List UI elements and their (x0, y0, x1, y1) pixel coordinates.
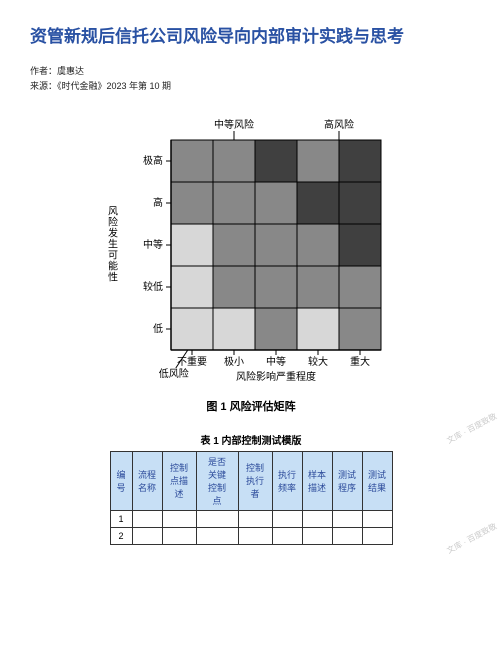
matrix-cell (213, 266, 255, 308)
table-cell (162, 510, 196, 527)
y-tick-label: 高 (153, 196, 163, 209)
high-risk-label: 高风险 (324, 118, 354, 131)
figure-caption: 图 1 风险评估矩阵 (206, 398, 295, 414)
table-header: 控制执行者 (238, 451, 272, 510)
matrix-cell (297, 182, 339, 224)
matrix-cell (213, 308, 255, 350)
table-cell (196, 510, 238, 527)
figure-wrap: 极高高中等较低低不重要极小中等较大重大中等风险高风险低风险风险影响严重程度风险发… (30, 110, 472, 545)
low-risk-label: 低风险 (159, 367, 189, 380)
matrix-cell (339, 182, 381, 224)
matrix-cell (297, 224, 339, 266)
risk-matrix-figure: 极高高中等较低低不重要极小中等较大重大中等风险高风险低风险风险影响严重程度风险发… (101, 110, 401, 390)
matrix-cell (255, 224, 297, 266)
x-axis-label: 风险影响严重程度 (236, 370, 316, 383)
author-value: 虞惠达 (57, 66, 84, 76)
table-header: 执行频率 (272, 451, 302, 510)
table-cell (362, 510, 392, 527)
table-cell (132, 510, 162, 527)
table-cell: 2 (110, 527, 132, 544)
table-header: 编号 (110, 451, 132, 510)
y-tick-label: 中等 (143, 238, 163, 251)
source-label: 来源： (30, 81, 57, 91)
table-cell (238, 510, 272, 527)
matrix-cell (339, 224, 381, 266)
table-row: 2 (110, 527, 392, 544)
matrix-cell (255, 182, 297, 224)
matrix-cell (213, 224, 255, 266)
page-title: 资管新规后信托公司风险导向内部审计实践与思考 (30, 24, 472, 50)
table-cell (196, 527, 238, 544)
y-axis-label-char: 生 (108, 237, 118, 250)
y-axis-label-char: 性 (108, 270, 118, 283)
table-caption: 表 1 内部控制测试模版 (200, 432, 301, 447)
y-axis-label-char: 能 (108, 259, 118, 272)
table-cell (362, 527, 392, 544)
matrix-cell (255, 308, 297, 350)
x-tick-label: 重大 (350, 355, 370, 368)
control-test-table: 编号流程名称控制点描述是否关键控制点控制执行者执行频率样本描述测试程序测试结果 1… (110, 451, 393, 545)
mid-risk-label: 中等风险 (214, 118, 254, 131)
table-cell (332, 510, 362, 527)
source-value: 《时代金融》2023 年第 10 期 (57, 81, 171, 91)
x-tick-label: 中等 (266, 355, 286, 368)
table-cell: 1 (110, 510, 132, 527)
y-axis-label-char: 险 (108, 215, 118, 228)
matrix-cell (297, 308, 339, 350)
source-line: 来源：《时代金融》2023 年第 10 期 (30, 79, 472, 92)
matrix-cell (171, 140, 213, 182)
y-tick-label: 较低 (143, 280, 163, 293)
matrix-cell (339, 308, 381, 350)
table-header: 测试结果 (362, 451, 392, 510)
table-cell (132, 527, 162, 544)
y-axis-label-char: 风 (108, 205, 118, 217)
matrix-cell (213, 182, 255, 224)
table-header: 样本描述 (302, 451, 332, 510)
table-cell (302, 510, 332, 527)
table-header: 流程名称 (132, 451, 162, 510)
matrix-cell (297, 266, 339, 308)
y-axis-label-char: 发 (108, 226, 118, 239)
matrix-cell (339, 266, 381, 308)
matrix-cell (297, 140, 339, 182)
table-cell (302, 527, 332, 544)
matrix-cell (255, 140, 297, 182)
y-axis-label-char: 可 (108, 250, 118, 261)
matrix-cell (255, 266, 297, 308)
matrix-cell (171, 308, 213, 350)
table-header: 是否关键控制点 (196, 451, 238, 510)
table-cell (272, 527, 302, 544)
x-tick-label: 极小 (224, 355, 244, 368)
matrix-cell (339, 140, 381, 182)
x-tick-label: 较大 (308, 355, 328, 368)
matrix-cell (171, 266, 213, 308)
y-tick-label: 低 (153, 322, 163, 335)
y-tick-label: 极高 (143, 154, 163, 167)
matrix-cell (171, 182, 213, 224)
matrix-cell (171, 224, 213, 266)
table-row: 1 (110, 510, 392, 527)
table-header: 测试程序 (332, 451, 362, 510)
author-label: 作者： (30, 66, 57, 76)
table-cell (332, 527, 362, 544)
table-cell (238, 527, 272, 544)
matrix-cell (213, 140, 255, 182)
table-cell (272, 510, 302, 527)
x-tick-label: 不重要 (177, 355, 207, 368)
table-cell (162, 527, 196, 544)
author-line: 作者：虞惠达 (30, 64, 472, 77)
table-header: 控制点描述 (162, 451, 196, 510)
